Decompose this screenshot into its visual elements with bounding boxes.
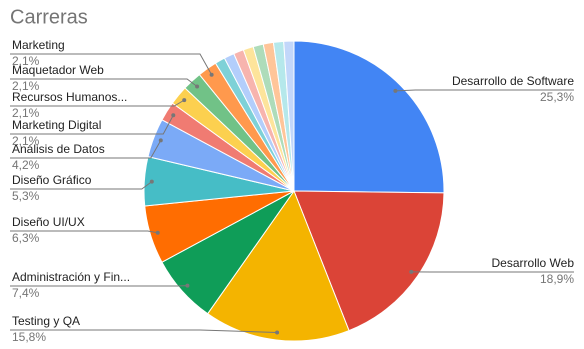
leader-dot — [409, 269, 414, 274]
value-label: 6,3% — [12, 231, 40, 245]
value-label: 7,4% — [12, 286, 40, 300]
leader-dot — [171, 113, 176, 118]
slice-label: Marketing Digital — [12, 118, 101, 132]
leader-dot — [275, 330, 280, 335]
value-label: 2,1% — [12, 134, 40, 148]
leader-dot — [185, 283, 190, 288]
leader-line — [10, 140, 162, 159]
chart-title: Carreras — [10, 6, 88, 28]
leader-dot — [158, 138, 163, 143]
leader-line — [10, 230, 158, 234]
slice-label: Administración y Fin... — [12, 270, 130, 284]
slice-label: Recursos Humanos... — [12, 90, 127, 104]
slice-label: Diseño UI/UX — [12, 215, 85, 229]
value-label: 15,8% — [12, 330, 46, 344]
leader-dot — [195, 84, 200, 89]
pie-slice — [293, 190, 445, 332]
leader-dot — [209, 72, 214, 77]
slice-label: Marketing — [12, 38, 65, 52]
pie-slice — [283, 40, 295, 192]
leader-line — [10, 329, 278, 333]
leader-line — [10, 181, 153, 190]
pie-slice — [206, 189, 350, 342]
value-label: 18,9% — [540, 272, 574, 286]
value-label: 4,2% — [12, 158, 40, 172]
slice-label: Maquetador Web — [12, 63, 104, 77]
pie-slice — [293, 40, 445, 194]
leader-dot — [393, 88, 398, 93]
value-label: 5,3% — [12, 189, 40, 203]
leader-line — [10, 53, 213, 75]
slice-label: Diseño Gráfico — [12, 173, 92, 187]
leader-line — [10, 115, 174, 135]
slice-label: Análisis de Datos — [12, 142, 105, 156]
value-label: 25,3% — [540, 90, 574, 104]
value-label: 2,1% — [12, 79, 40, 93]
slice-label: Testing y QA — [12, 314, 80, 328]
leader-dot — [182, 98, 187, 103]
slice-label: Desarrollo de Software — [452, 74, 574, 88]
slice-label: Desarrollo Web — [492, 256, 575, 270]
leader-dot — [155, 230, 160, 235]
leader-line — [395, 89, 574, 92]
leader-line — [10, 78, 198, 87]
leader-dot — [149, 179, 154, 184]
leader-line — [10, 99, 185, 107]
value-label: 2,1% — [12, 106, 40, 120]
value-label: 2,1% — [12, 54, 40, 68]
